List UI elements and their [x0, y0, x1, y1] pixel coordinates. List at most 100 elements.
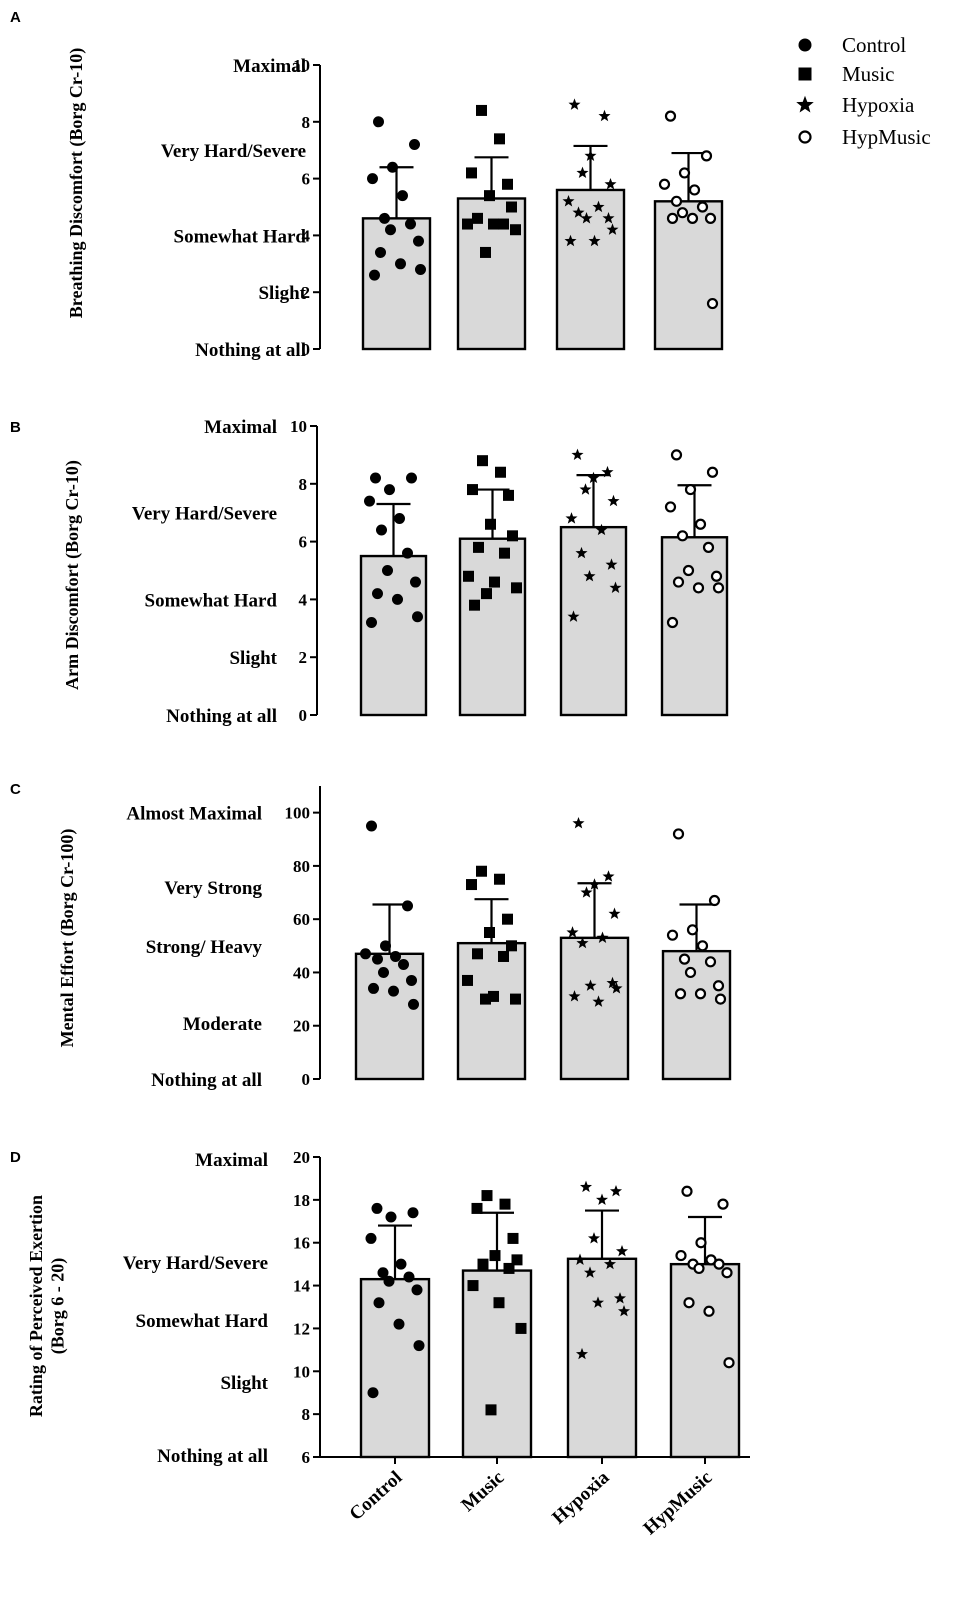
- data-point-hypmusic: [695, 1237, 707, 1249]
- y-tick-label: 4: [302, 226, 311, 245]
- y-tick-label: 18: [293, 1191, 310, 1210]
- data-point-music: [467, 1280, 479, 1292]
- data-point-control: [412, 611, 423, 623]
- data-point-hypoxia: [588, 234, 601, 247]
- data-point-control: [406, 974, 417, 986]
- data-point-hypmusic: [682, 564, 695, 577]
- data-point-music: [484, 190, 495, 202]
- data-point-hypoxia: [602, 212, 615, 224]
- data-point-hypoxia: [583, 569, 596, 582]
- data-point-music: [506, 201, 517, 213]
- data-point-control: [367, 1387, 379, 1399]
- data-point-music: [510, 993, 521, 1005]
- data-point-hypmusic: [684, 966, 697, 979]
- data-point-hypmusic: [712, 980, 725, 992]
- data-point-music: [515, 1322, 527, 1334]
- legend-item-hypmusic: HypMusic: [798, 125, 931, 149]
- data-point-hypoxia: [576, 936, 589, 949]
- scale-anchor-label: Somewhat Hard: [145, 590, 278, 611]
- data-point-hypoxia: [595, 1193, 609, 1205]
- panel-a: A Breathing Discomfort (Borg Cr-10) 0 2 4 6 8 1…: [10, 9, 724, 361]
- legend-marker: [798, 130, 812, 144]
- data-point-hypmusic: [670, 195, 683, 207]
- data-point-music: [476, 865, 487, 877]
- data-point-hypoxia: [608, 907, 621, 919]
- x-tick-label-music: Music: [457, 1467, 508, 1516]
- data-point-music: [498, 218, 509, 230]
- data-point-music: [462, 974, 473, 986]
- x-tick-label-hypoxia: Hypoxia: [548, 1467, 613, 1529]
- data-point-music: [502, 913, 513, 925]
- data-point-hypmusic: [696, 940, 709, 952]
- bar-music: [458, 537, 527, 717]
- data-point-control: [365, 1232, 377, 1244]
- data-point-music: [473, 541, 484, 553]
- scale-anchor-label: Almost Maximal: [126, 804, 262, 825]
- data-point-hypmusic: [666, 616, 679, 629]
- y-axis-title-line: Rating of Perceived Exertion: [26, 1195, 46, 1417]
- data-point-hypmusic: [706, 297, 719, 310]
- data-point-hypoxia: [583, 1266, 597, 1278]
- legend-item-control: Control: [798, 33, 906, 57]
- scale-anchor-label: Very Hard/Severe: [132, 504, 277, 525]
- data-point-hypoxia: [592, 200, 605, 213]
- data-point-hypmusic: [670, 449, 683, 461]
- data-point-control: [402, 547, 413, 559]
- data-point-hypmusic: [712, 582, 725, 594]
- data-point-music: [485, 518, 496, 530]
- legend-label: Control: [842, 33, 906, 57]
- data-point-hypoxia: [566, 926, 579, 938]
- data-point-hypoxia: [584, 149, 597, 161]
- data-point-hypoxia: [595, 523, 608, 536]
- scale-anchor-label: Maximal: [233, 56, 306, 77]
- data-point-control: [360, 948, 371, 960]
- data-point-hypmusic: [694, 518, 707, 530]
- data-point-hypmusic: [666, 929, 679, 941]
- y-tick-label: 8: [302, 1405, 311, 1424]
- data-point-hypoxia: [562, 195, 575, 207]
- scale-anchor-label: Very Hard/Severe: [161, 141, 306, 162]
- data-point-music: [499, 547, 510, 559]
- data-point-hypoxia: [572, 206, 585, 218]
- data-point-control: [392, 593, 403, 605]
- data-point-control: [408, 998, 419, 1010]
- data-point-control: [413, 1340, 425, 1352]
- scale-anchor-label: Nothing at all: [157, 1446, 268, 1467]
- data-point-hypoxia: [572, 816, 585, 829]
- data-point-music: [484, 927, 495, 938]
- y-axis-title-line: Mental Effort (Borg Cr-100): [57, 829, 78, 1048]
- data-point-music: [503, 1262, 515, 1274]
- data-point-music: [489, 576, 500, 588]
- legend: Control Music Hypoxia HypMusic: [796, 33, 931, 149]
- data-point-hypmusic: [664, 110, 677, 122]
- legend-item-hypoxia: Hypoxia: [796, 93, 915, 117]
- x-tick-label-control: Control: [345, 1467, 406, 1525]
- y-tick-label: 8: [299, 475, 308, 494]
- data-point-hypmusic: [704, 212, 717, 224]
- x-tick-label-hypmusic: HypMusic: [640, 1467, 717, 1539]
- data-point-hypoxia: [588, 878, 601, 890]
- data-point-music: [489, 1250, 501, 1262]
- data-point-music: [488, 218, 499, 230]
- scale-anchor-label: Very Hard/Severe: [123, 1253, 268, 1274]
- data-point-music: [471, 1202, 483, 1214]
- y-tick-label: 6: [299, 533, 308, 552]
- data-point-control: [364, 495, 375, 507]
- data-point-hypmusic: [713, 1258, 725, 1270]
- data-point-hypmusic: [700, 150, 713, 162]
- y-tick-label: 8: [302, 113, 311, 132]
- data-point-music: [462, 218, 473, 230]
- data-point-hypoxia: [609, 1184, 623, 1197]
- data-point-hypmusic: [678, 167, 691, 179]
- y-tick-label: 0: [302, 340, 311, 359]
- legend-marker: [796, 95, 814, 113]
- y-tick-label: 0: [302, 1070, 311, 1089]
- data-point-hypoxia: [591, 1296, 605, 1308]
- data-point-hypoxia: [567, 610, 580, 622]
- panel-letter: B: [10, 419, 21, 436]
- data-point-control: [390, 950, 401, 962]
- scale-anchor-label: Maximal: [195, 1150, 268, 1171]
- bar-control: [359, 1277, 431, 1459]
- data-point-control: [379, 212, 390, 224]
- y-tick-label: 4: [299, 590, 308, 609]
